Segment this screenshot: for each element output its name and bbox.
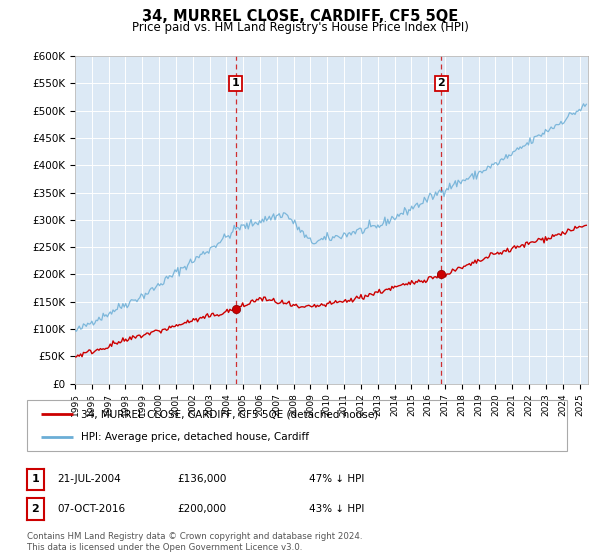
Text: 21-JUL-2004: 21-JUL-2004 (57, 474, 121, 484)
Text: 2: 2 (32, 504, 39, 514)
Text: HPI: Average price, detached house, Cardiff: HPI: Average price, detached house, Card… (81, 432, 309, 442)
Text: £136,000: £136,000 (177, 474, 226, 484)
Text: 43% ↓ HPI: 43% ↓ HPI (309, 504, 364, 514)
Text: 2: 2 (437, 78, 445, 88)
Text: 47% ↓ HPI: 47% ↓ HPI (309, 474, 364, 484)
Text: 07-OCT-2016: 07-OCT-2016 (57, 504, 125, 514)
Text: 1: 1 (232, 78, 239, 88)
Text: 34, MURREL CLOSE, CARDIFF, CF5 5QE: 34, MURREL CLOSE, CARDIFF, CF5 5QE (142, 9, 458, 24)
Text: This data is licensed under the Open Government Licence v3.0.: This data is licensed under the Open Gov… (27, 543, 302, 552)
Text: 34, MURREL CLOSE, CARDIFF, CF5 5QE (detached house): 34, MURREL CLOSE, CARDIFF, CF5 5QE (deta… (81, 409, 378, 419)
Text: Price paid vs. HM Land Registry's House Price Index (HPI): Price paid vs. HM Land Registry's House … (131, 21, 469, 34)
Text: 1: 1 (32, 474, 39, 484)
Text: £200,000: £200,000 (177, 504, 226, 514)
Text: Contains HM Land Registry data © Crown copyright and database right 2024.: Contains HM Land Registry data © Crown c… (27, 532, 362, 541)
